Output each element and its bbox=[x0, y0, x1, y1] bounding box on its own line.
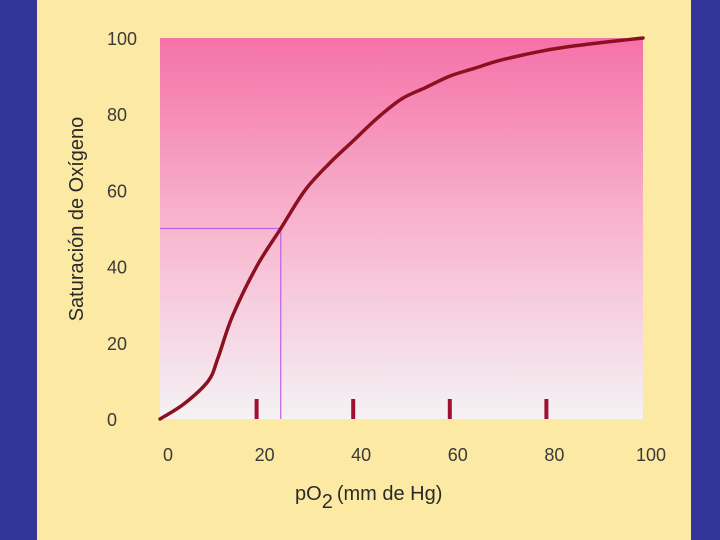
y-axis-title: Saturación de Oxígeno bbox=[66, 117, 88, 322]
x-tick-label: 20 bbox=[255, 445, 275, 465]
x-tick-label: 0 bbox=[163, 445, 173, 465]
x-tick-label: 40 bbox=[351, 445, 371, 465]
x-marker-80 bbox=[544, 399, 549, 419]
slide-background: 0 20 40 60 80 100 0 20 40 60 80 100 Saturación de … bbox=[37, 0, 691, 540]
saturation-curve-line bbox=[158, 36, 645, 421]
x-marker-60 bbox=[447, 399, 452, 419]
x-tick-markers bbox=[254, 399, 549, 419]
reference-lines bbox=[160, 227, 282, 419]
x-axis-title-main: pO bbox=[295, 483, 322, 505]
x-tick-label: 80 bbox=[544, 445, 564, 465]
oxygen-saturation-chart: 0 20 40 60 80 100 0 20 40 60 80 100 Saturación de … bbox=[66, 29, 666, 513]
x-axis-title-subscript: 2 bbox=[322, 491, 333, 513]
y-tick-label: 100 bbox=[107, 29, 137, 49]
x-axis-tick-labels: 0 20 40 60 80 100 bbox=[163, 445, 666, 465]
x-axis-title-unit: (mm de Hg) bbox=[337, 483, 443, 505]
y-tick-label: 0 bbox=[107, 410, 117, 430]
y-tick-label: 40 bbox=[107, 258, 127, 278]
y-tick-label: 80 bbox=[107, 105, 127, 125]
x-tick-label: 100 bbox=[636, 445, 666, 465]
x-axis-title: pO2 (mm de Hg) bbox=[295, 483, 442, 513]
y-axis-tick-labels: 0 20 40 60 80 100 bbox=[107, 29, 137, 430]
y-tick-label: 60 bbox=[107, 181, 127, 201]
x-tick-label: 60 bbox=[448, 445, 468, 465]
y-tick-label: 20 bbox=[107, 334, 127, 354]
x-marker-20 bbox=[254, 399, 259, 419]
x-marker-40 bbox=[351, 399, 356, 419]
